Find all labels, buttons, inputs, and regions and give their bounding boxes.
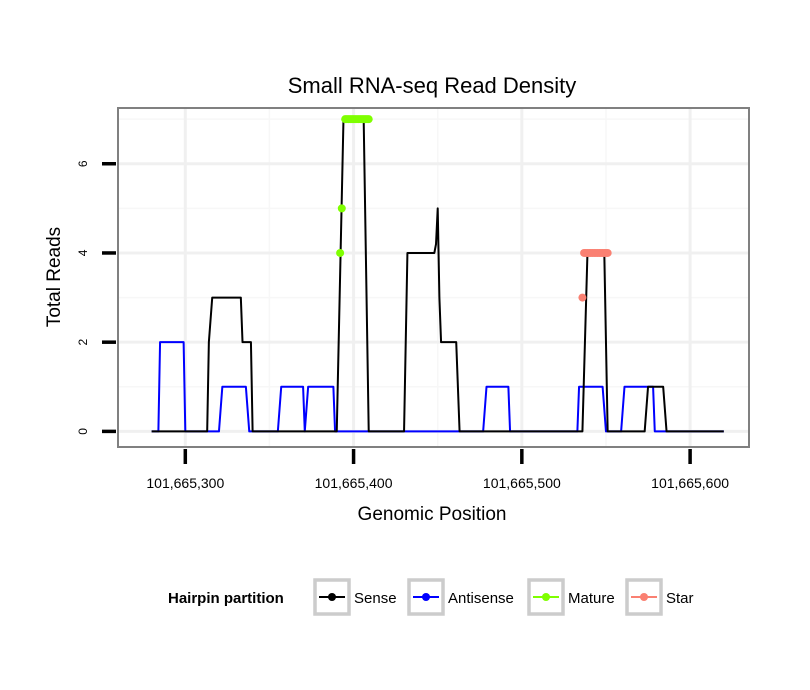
data-point-star	[578, 293, 587, 302]
x-tick-label: 101,665,300	[146, 475, 224, 491]
legend-key-point	[640, 593, 648, 601]
y-tick-label: 4	[76, 249, 90, 256]
data-point-mature	[337, 204, 346, 213]
chart-title: Small RNA-seq Read Density	[288, 73, 577, 98]
x-axis-title: Genomic Position	[358, 504, 507, 525]
y-tick-label: 2	[76, 339, 90, 346]
plot-border	[117, 107, 750, 448]
legend-item-star: Star	[625, 578, 694, 616]
series-layer	[151, 115, 724, 433]
legend-item-mature: Mature	[527, 578, 615, 616]
legend: Hairpin partition Sense Antisense Mature St…	[168, 578, 694, 616]
legend-key-point	[328, 593, 336, 601]
series-line-sense	[151, 118, 724, 433]
data-point-mature	[336, 248, 345, 257]
legend-key-point	[422, 593, 430, 601]
data-point-star	[603, 248, 612, 257]
y-tick-label: 6	[76, 160, 90, 167]
legend-label: Antisense	[448, 590, 514, 607]
legend-item-antisense: Antisense	[407, 578, 514, 616]
y-axis-title: Total Reads	[44, 227, 65, 327]
legend-label: Star	[666, 590, 694, 607]
y-tick-label: 0	[76, 428, 90, 435]
x-tick-label: 101,665,500	[483, 475, 561, 491]
x-tick-label: 101,665,600	[651, 475, 729, 491]
legend-title: Hairpin partition	[168, 590, 284, 607]
legend-label: Mature	[568, 590, 615, 607]
y-axis: 0 2 4 6	[76, 160, 116, 435]
legend-label: Sense	[354, 590, 397, 607]
x-axis: 101,665,300 101,665,400 101,665,500 101,665…	[146, 449, 729, 491]
data-point-mature	[364, 115, 373, 124]
legend-key-point	[542, 593, 550, 601]
legend-item-sense: Sense	[313, 578, 397, 616]
x-tick-label: 101,665,400	[315, 475, 393, 491]
